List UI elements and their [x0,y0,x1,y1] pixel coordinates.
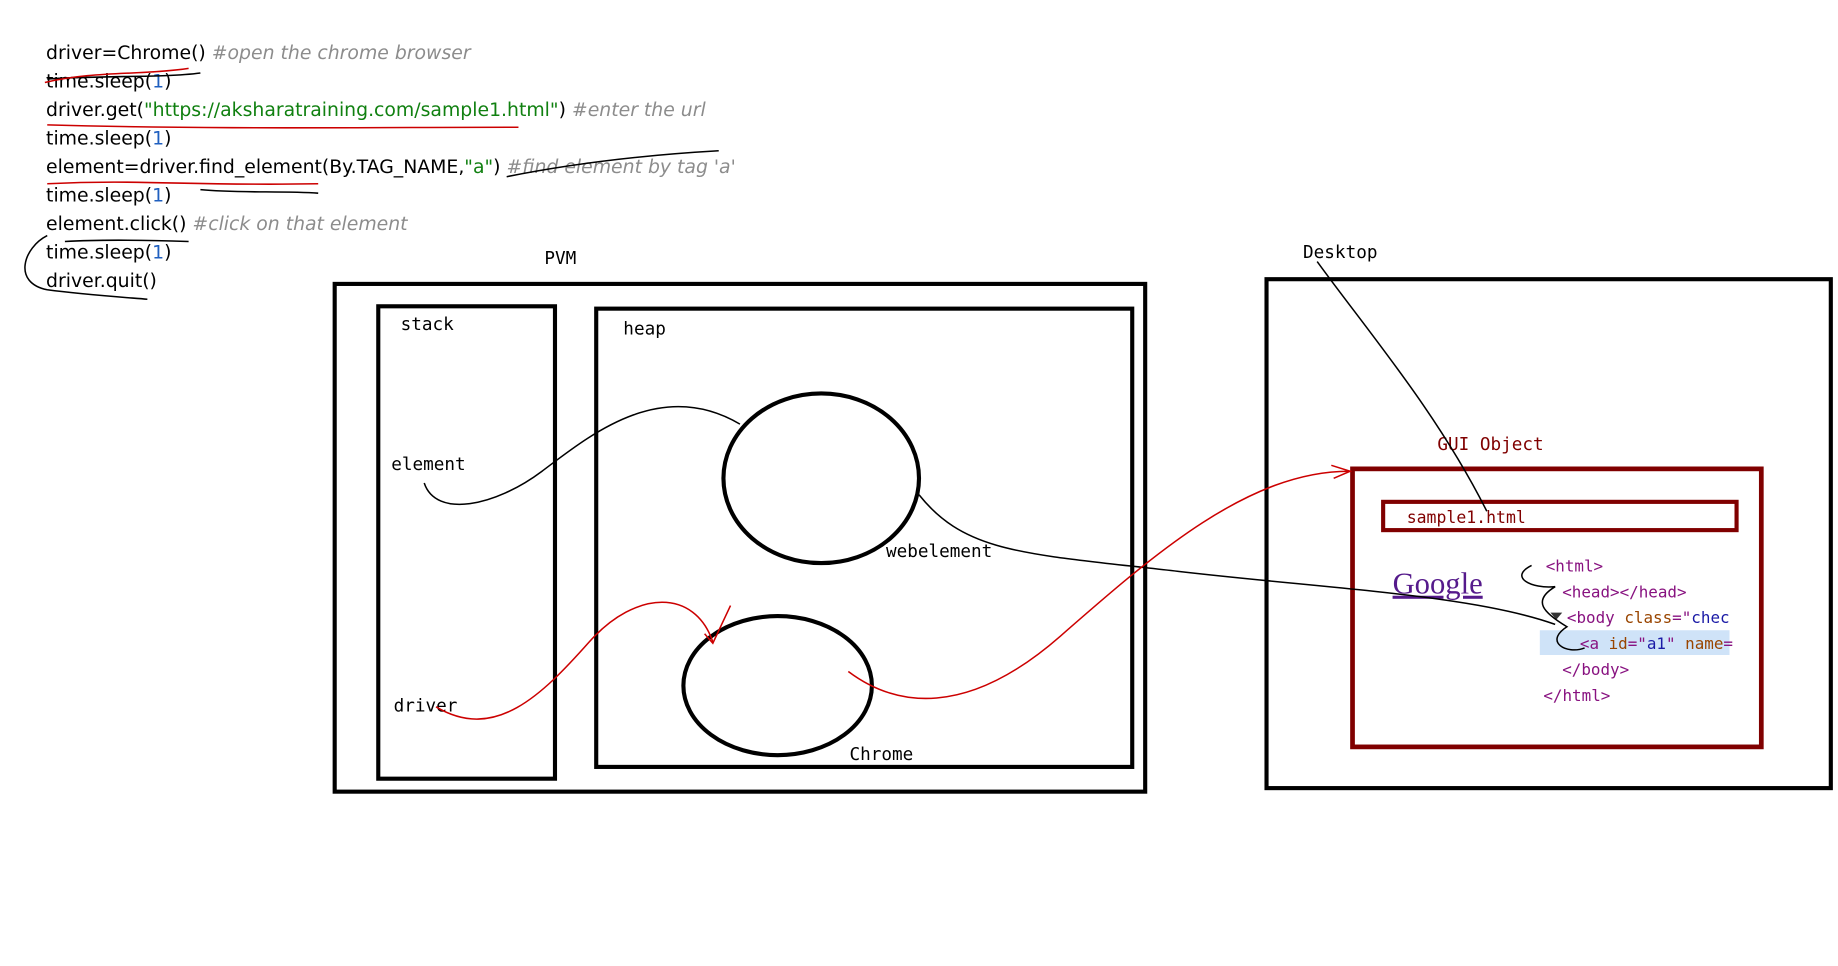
scribble [64,239,189,243]
scribble [506,150,719,178]
scribble [200,188,319,194]
dom-token: chec [1691,608,1729,627]
gui-object-box [1350,466,1764,750]
dom-token: " [1666,634,1685,653]
code-token: driver.get( [46,100,144,121]
dom-token: <html> [1546,556,1603,575]
code-line: element.click() #click on that element [46,214,408,235]
code-token: ) [559,100,566,121]
code-token: "a" [464,157,493,178]
dom-line: <head></head> [1562,582,1686,601]
code-token: #open the chrome browser [206,43,472,64]
code-token: ) [493,157,500,178]
dom-line: <a id="a1" name= [1580,634,1733,653]
selected-node [1539,630,1730,655]
webelement-label: webelement [886,542,992,562]
pvm-title: PVM [544,249,576,269]
dom-token: </body> [1562,660,1629,679]
dom-token: =" [1628,634,1647,653]
dom-token: =" [1672,608,1691,627]
code-token: time.sleep( [46,128,152,149]
driver-label: driver [394,697,458,717]
dom-token: <head></head> [1562,582,1686,601]
code-token: ) [164,242,171,263]
code-token: ) [164,128,171,149]
stack-box [376,304,558,781]
dom-token: = [1723,634,1733,653]
code-token: 1 [152,185,164,206]
code-line: time.sleep(1) [46,242,171,263]
dom-token: class [1624,608,1672,627]
code-line: time.sleep(1) [46,185,171,206]
code-line: driver.quit() [46,271,157,292]
scribble [44,67,189,84]
code-line: time.sleep(1) [46,128,171,149]
code-token: driver=Chrome() [46,43,206,64]
code-token: ) [164,185,171,206]
chrome-label: Chrome [849,745,913,765]
dom-tree: <html><head></head><body class="chec<a i… [1543,556,1733,705]
code-line: driver=Chrome() #open the chrome browser [46,43,472,64]
heap-box [594,306,1135,769]
webelement-object [721,391,922,566]
code-token: #find element by tag 'a' [501,157,736,178]
dom-token: </html> [1543,686,1610,705]
dom-line: </html> [1543,686,1610,705]
code-token: #click on that element [186,214,408,235]
desktop-box [1264,277,1833,791]
arrow-head [704,605,732,645]
expand-arrow [1550,612,1563,620]
dom-line: <body class="chec [1567,608,1730,627]
connector [918,494,1556,626]
code-token: 1 [152,242,164,263]
stack-label: stack [401,315,455,335]
dom-token: name [1685,634,1723,653]
connector [1316,261,1488,512]
scribble [47,124,519,129]
scribble [47,181,319,186]
dom-token: <body [1567,608,1624,627]
code-token: driver.quit() [46,271,157,292]
code-token: time.sleep( [46,185,152,206]
element-label: element [391,455,465,475]
code-token: 1 [152,71,164,92]
code-token: "https://aksharatraining.com/sample1.htm… [144,100,559,121]
code-token: 1 [152,128,164,149]
heap-label: heap [623,320,666,340]
connector [423,405,741,505]
address-text: sample1.html [1407,508,1526,527]
scribble [24,234,148,300]
gui-object-label: GUI Object [1437,435,1543,455]
dom-token: id [1609,634,1628,653]
arrow-head [1331,464,1353,479]
code-block: driver=Chrome() #open the chrome browser… [46,43,736,292]
desktop-title: Desktop [1303,243,1377,263]
code-token: time.sleep( [46,242,152,263]
connector [847,470,1349,700]
dom-line: </body> [1562,660,1629,679]
connector [1521,564,1585,651]
code-token: ) [164,71,171,92]
scribbles [24,67,719,300]
code-line: element=driver.find_element(By.TAG_NAME,… [46,157,736,178]
code-token: #enter the url [566,100,707,121]
code-line: driver.get("https://aksharatraining.com/… [46,100,706,121]
code-token: element=driver.find_element(By.TAG_NAME, [46,157,464,178]
dom-token: a1 [1647,634,1666,653]
dom-line: <html> [1546,556,1603,575]
dom-token: <a [1580,634,1609,653]
pvm-box [332,281,1148,794]
address-bar [1381,499,1739,533]
connectors [423,261,1585,720]
code-token: element.click() [46,214,186,235]
connector [435,601,714,720]
